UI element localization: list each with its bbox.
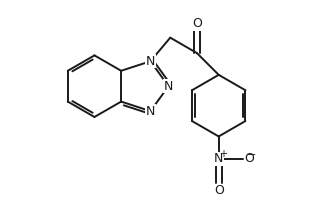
Text: N: N bbox=[146, 55, 155, 68]
Text: O: O bbox=[244, 152, 254, 165]
Text: N: N bbox=[214, 152, 223, 165]
Text: +: + bbox=[219, 149, 227, 159]
Text: O: O bbox=[214, 184, 224, 197]
Text: N: N bbox=[164, 80, 173, 93]
Text: O: O bbox=[192, 17, 202, 30]
Text: N: N bbox=[146, 105, 155, 118]
Text: −: − bbox=[246, 150, 256, 160]
